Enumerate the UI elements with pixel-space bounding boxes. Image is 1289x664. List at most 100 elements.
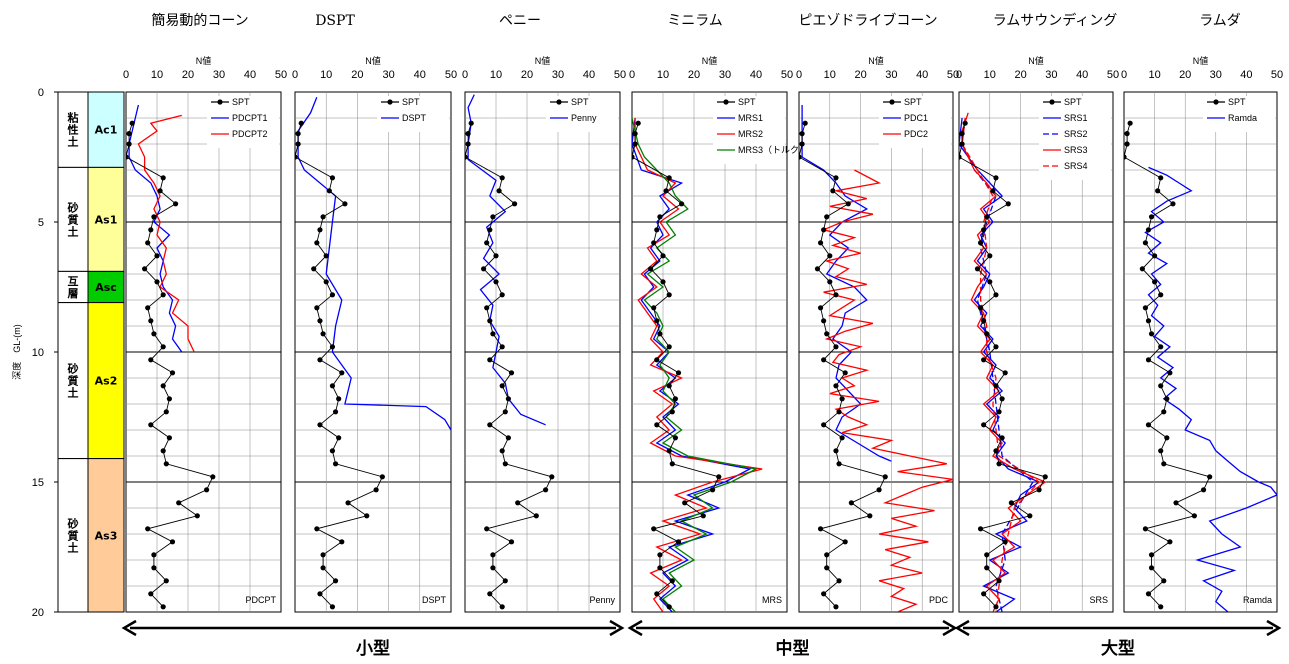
spt-point — [999, 435, 1005, 441]
spt-point — [314, 305, 320, 311]
spt-point — [981, 227, 987, 233]
spt-point — [959, 131, 965, 137]
spt-point — [345, 500, 351, 506]
legend-box — [207, 96, 279, 148]
soil-name: 砂質土 — [68, 516, 79, 554]
spt-point — [487, 591, 493, 597]
spt-point — [496, 188, 502, 194]
x-tick-label: 10 — [657, 69, 669, 81]
spt-point — [332, 578, 339, 584]
spt-point — [502, 461, 508, 467]
spt-point — [317, 591, 323, 597]
spt-point — [490, 552, 496, 558]
spt-point — [160, 344, 166, 350]
soil-column: 粘性土 Ac1 砂質土 As1 互層 Asc 砂質土 As2 砂質土 As3 — [57, 91, 125, 613]
x-tick-label: 10 — [1148, 69, 1160, 81]
legend-label: MRS2 — [738, 129, 763, 139]
spt-point — [1142, 305, 1149, 311]
spt-point — [487, 227, 493, 233]
panel-pdcpt: 0 10 20 30 40 50 N値 SPT PDCPT1 PDCPT2 PDCPT — [123, 55, 287, 613]
arrow-head-left — [954, 619, 970, 637]
series-line-mrs2 — [634, 118, 763, 612]
legend-label: SPT — [232, 97, 250, 107]
x-tick-label: 0 — [629, 69, 635, 81]
spt-point — [836, 409, 842, 415]
spt-point — [332, 409, 339, 415]
spt-point — [336, 396, 342, 402]
legend-label: SRS2 — [1064, 129, 1088, 139]
spt-point — [329, 448, 336, 454]
spt-point — [839, 396, 845, 402]
size-group-label: 中型 — [776, 638, 810, 659]
spt-point — [842, 370, 848, 376]
spt-point — [1145, 422, 1152, 428]
spt-point — [675, 370, 682, 376]
spt-point — [1148, 214, 1155, 220]
x-tick-label: 50 — [1271, 69, 1283, 81]
spt-point — [700, 513, 706, 519]
series-group — [959, 112, 1048, 612]
spt-point — [329, 383, 336, 389]
spt-point — [493, 253, 499, 259]
spt-point — [145, 305, 151, 311]
legend-box — [713, 96, 785, 164]
spt-point — [648, 266, 654, 272]
panel-penny: 0 10 20 30 40 50 N値 SPT Penny Penny — [462, 55, 626, 613]
spt-line — [465, 123, 553, 608]
spt-point — [799, 154, 802, 160]
soil-code: As2 — [95, 375, 118, 388]
method-title: ラムサウンディング — [993, 12, 1118, 29]
spt-point — [799, 141, 805, 147]
spt-point — [974, 266, 981, 272]
x-tick-label: 0 — [292, 69, 298, 81]
spt-point — [1148, 565, 1155, 571]
legend: SPT SRS1 SRS2 SRS3 SRS4 — [1039, 96, 1111, 180]
spt-point — [166, 396, 172, 402]
x-tick-label: 20 — [1179, 69, 1191, 81]
spt-point — [533, 513, 539, 519]
spt-point — [484, 305, 490, 311]
spt-point — [339, 539, 345, 545]
spt-point — [1042, 474, 1048, 480]
size-group-label: 大型 — [1101, 638, 1135, 659]
spt-point — [962, 120, 968, 126]
spt-point — [332, 461, 339, 467]
legend: SPT Ramda — [1203, 96, 1275, 132]
panel-label: MRS — [762, 595, 782, 605]
spt-point — [320, 331, 326, 337]
spt-point — [824, 331, 830, 337]
spt-point — [981, 357, 987, 363]
spt-point — [984, 331, 990, 337]
legend-spt-marker — [1213, 99, 1219, 105]
legend-spt-marker — [1049, 99, 1055, 105]
spt-point — [1191, 513, 1197, 519]
panel-dspt: 0 10 20 30 40 50 N値 SPT DSPT DSPT — [292, 55, 457, 613]
spt-point — [821, 357, 827, 363]
spt-point — [839, 435, 845, 441]
spt-point — [1161, 409, 1167, 415]
x-tick-label: 50 — [275, 69, 287, 81]
spt-point — [993, 604, 999, 610]
x-tick-label: 40 — [583, 69, 595, 81]
spt-point — [1139, 266, 1145, 272]
spt-point — [148, 357, 154, 363]
spt-point — [487, 422, 493, 428]
x-axis-label: N値 — [868, 55, 884, 66]
x-axis-label: N値 — [535, 55, 551, 66]
spt-point — [1124, 131, 1130, 137]
spt-point — [499, 448, 505, 454]
spt-point — [1167, 539, 1173, 545]
spt-point — [669, 578, 675, 584]
spt-point — [848, 500, 854, 506]
series-line-mrs3-25cm- — [632, 117, 758, 612]
x-tick-label: 30 — [1045, 69, 1057, 81]
spt-point — [502, 409, 508, 415]
series-group — [295, 96, 451, 610]
size-group-label: 小型 — [356, 638, 390, 659]
spt-line — [799, 123, 886, 608]
spt-point — [329, 604, 336, 610]
spt-point — [465, 131, 471, 137]
spt-point — [1124, 141, 1130, 147]
spt-point — [1161, 461, 1167, 467]
spt-point — [993, 292, 999, 298]
